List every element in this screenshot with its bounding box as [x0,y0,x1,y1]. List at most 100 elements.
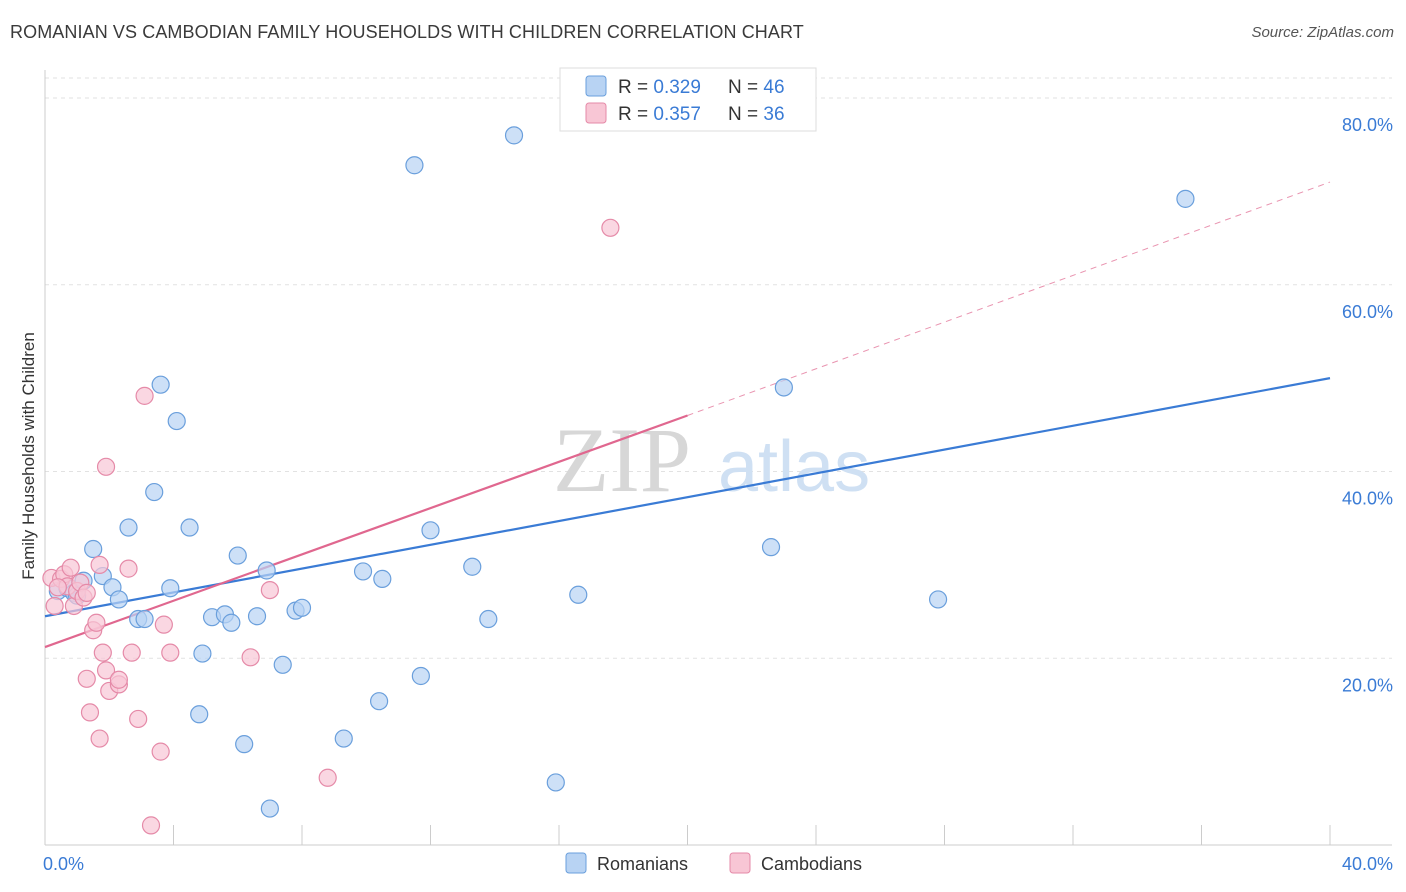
data-points [42,126,1195,835]
point-romanians [235,735,254,754]
svg-text:R = 0.329: R = 0.329 [618,77,701,98]
point-cambodians [96,661,116,680]
point-romanians [161,579,180,598]
point-romanians [421,521,440,540]
point-romanians [167,411,186,431]
point-cambodians [93,643,112,662]
point-romanians [411,666,430,686]
trend-lines [44,181,1331,649]
point-romanians [370,692,389,711]
source-label: Source: ZipAtlas.com [1251,24,1394,41]
point-romanians [180,518,199,537]
point-romanians [353,562,373,581]
trend-line-cambodians-extension [687,181,1331,416]
point-cambodians [318,768,337,787]
point-cambodians [241,648,260,667]
point-cambodians [96,457,116,476]
point-cambodians [119,559,138,578]
point-romanians [135,609,154,629]
bottom-legend-swatch-cambodians [729,852,751,874]
x-tick-label: 0.0% [43,854,84,874]
legend-r-value: 0.357 [653,104,701,125]
point-romanians [190,705,209,724]
point-romanians [334,729,353,748]
point-romanians [373,569,392,588]
point-romanians [151,375,170,394]
point-romanians [260,799,279,818]
point-cambodians [90,729,109,748]
gridlines [45,77,1392,659]
watermark-zip: ZIP [553,409,691,511]
point-romanians [1176,189,1195,208]
legend-n-label: N = [728,77,763,98]
bottom-legend: Romanians Cambodians [565,852,862,874]
x-tick-label: 40.0% [1342,854,1393,874]
point-romanians [774,378,793,397]
point-cambodians [601,218,620,237]
point-romanians [145,482,164,502]
y-tick-label: 80.0% [1342,115,1393,135]
point-romanians [405,156,424,175]
point-romanians [292,598,312,617]
point-romanians [222,613,241,632]
point-cambodians [87,613,106,632]
chart-title: ROMANIAN VS CAMBODIAN FAMILY HOUSEHOLDS … [10,22,804,42]
legend-swatch-romanians [585,75,607,97]
y-tick-label: 40.0% [1342,489,1393,509]
y-axis-label: Family Households with Children [19,332,38,580]
point-cambodians [122,643,141,662]
point-cambodians [77,669,96,688]
point-romanians [193,644,212,663]
y-tick-label: 60.0% [1342,302,1393,322]
point-romanians [109,590,128,609]
point-romanians [84,539,103,559]
point-romanians [761,538,781,557]
bottom-legend-cambodians: Cambodians [761,854,862,874]
legend-n-value: 36 [763,104,784,125]
point-cambodians [90,555,109,574]
point-romanians [928,590,948,609]
bottom-legend-romanians: Romanians [597,854,688,874]
point-cambodians [161,643,180,662]
svg-text:N = 36: N = 36 [728,104,785,125]
point-romanians [463,557,482,576]
legend-r-label: R = [618,77,653,98]
point-romanians [504,126,524,145]
tick-labels: 20.0% 40.0% 60.0% 80.0% 0.0% 40.0% [43,115,1393,874]
legend-n-value: 46 [763,77,784,98]
point-cambodians [151,742,170,761]
point-cambodians [154,615,173,634]
point-romanians [569,585,588,604]
legend-r-value: 0.329 [653,77,701,98]
trend-line-romanians [44,377,1331,618]
point-cambodians [135,386,154,405]
point-cambodians [141,816,161,835]
point-romanians [273,655,292,674]
point-cambodians [129,709,148,729]
point-cambodians [61,558,80,577]
point-cambodians [48,578,67,597]
point-romanians [479,609,498,629]
svg-text:R = 0.357: R = 0.357 [618,104,701,125]
point-cambodians [80,703,100,722]
legend-r-label: R = [618,104,653,125]
point-romanians [247,607,267,626]
watermark: ZIP atlas [553,409,870,511]
bottom-legend-swatch-romanians [565,852,587,874]
point-cambodians [77,583,96,602]
svg-text:N = 46: N = 46 [728,77,785,98]
axes [44,70,1392,846]
point-romanians [257,561,276,580]
point-romanians [228,546,247,565]
point-romanians [546,773,565,792]
point-cambodians [45,596,64,616]
trend-line-cambodians [44,414,688,649]
point-cambodians [260,580,279,600]
y-tick-label: 20.0% [1342,675,1393,695]
point-romanians [119,518,138,537]
legend-n-label: N = [728,104,763,125]
legend-swatch-cambodians [585,102,607,124]
point-cambodians [109,670,128,689]
legend: R = 0.329 N = 46 R = 0.357 N = 36 [559,67,817,132]
